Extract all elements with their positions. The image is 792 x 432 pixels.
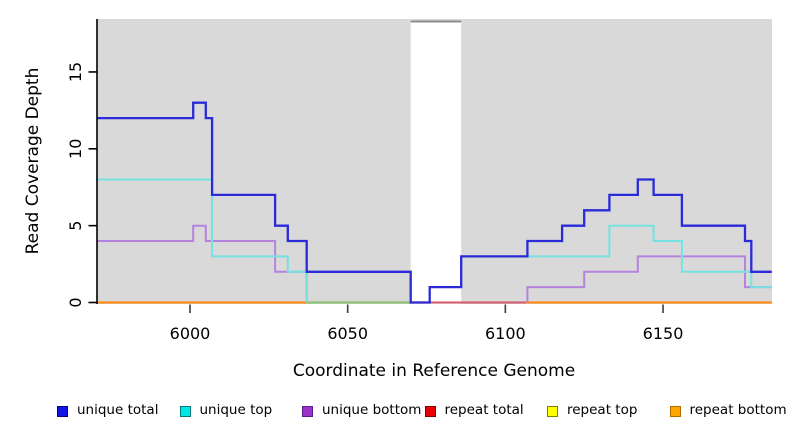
- coverage-gap-band: [410, 20, 462, 305]
- legend-label-unique-total: unique total: [77, 402, 159, 419]
- legend-swatch-unique-total: [57, 405, 68, 417]
- legend: unique total unique top unique bottom repea…: [57, 401, 792, 421]
- unique-top-line: [527, 224, 772, 289]
- y-axis-title: Read Coverage Depth: [23, 68, 43, 255]
- y-tick-label: 10: [66, 139, 85, 159]
- x-tick-label: 6100: [485, 324, 526, 343]
- x-tick-label: 6000: [170, 324, 211, 343]
- y-tick-label: 15: [66, 62, 85, 82]
- legend-swatch-unique-bottom: [302, 405, 313, 417]
- legend-item-repeat-total: repeat total: [424, 401, 548, 421]
- legend-item-unique-total: unique total: [57, 401, 180, 421]
- coverage-chart: 0 5 10 15 6000 6050 6100 6150 Coordinate in Ref…: [23, 19, 772, 381]
- gap-band-rect: [410, 21, 462, 305]
- legend-swatch-repeat-bottom: [669, 405, 681, 417]
- y-tick-label: 5: [66, 221, 85, 231]
- legend-item-unique-top: unique top: [179, 401, 303, 421]
- legend-item-repeat-bottom: repeat bottom: [669, 401, 792, 421]
- legend-label-unique-bottom: unique bottom: [322, 402, 422, 419]
- legend-swatch-repeat-total: [424, 405, 436, 417]
- x-tick-label: 6050: [327, 324, 368, 343]
- x-tick-label: 6150: [643, 324, 684, 343]
- unique-bottom-line: [526, 255, 772, 303]
- legend-label-repeat-bottom: repeat bottom: [689, 402, 787, 419]
- legend-item-repeat-top: repeat top: [547, 401, 670, 421]
- legend-swatch-repeat-top: [547, 405, 558, 417]
- x-axis-title: Coordinate in Reference Genome: [293, 361, 575, 381]
- unique-total-line: [97, 101, 772, 304]
- legend-label-repeat-top: repeat top: [567, 402, 638, 419]
- y-tick-label: 0: [66, 297, 85, 307]
- legend-label-unique-top: unique top: [199, 402, 273, 419]
- legend-swatch-unique-top: [179, 405, 191, 417]
- legend-label-repeat-total: repeat total: [444, 402, 524, 419]
- legend-item-unique-bottom: unique bottom: [302, 401, 425, 421]
